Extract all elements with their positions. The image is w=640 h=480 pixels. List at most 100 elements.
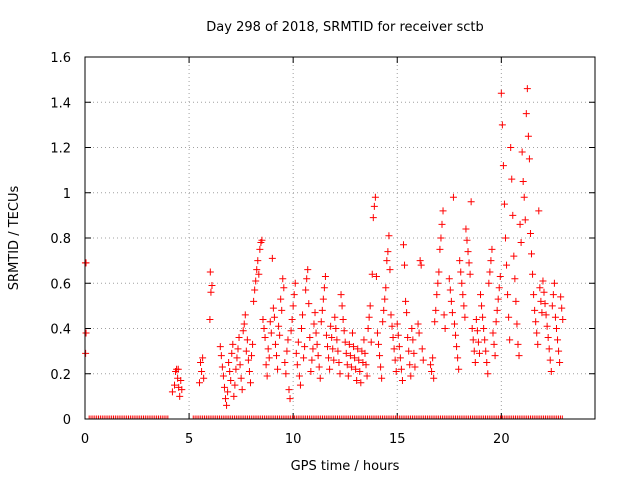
data-point (333, 336, 341, 344)
data-point (286, 395, 294, 403)
data-point (509, 211, 517, 219)
data-point (528, 250, 536, 258)
data-point (226, 367, 234, 375)
data-point (341, 338, 349, 346)
data-point (462, 225, 470, 233)
data-point (432, 306, 440, 314)
data-point (254, 257, 262, 265)
data-point (255, 270, 263, 278)
data-point (320, 284, 328, 292)
data-point (345, 340, 353, 348)
data-point (171, 381, 179, 389)
data-point (464, 248, 472, 256)
data-point (82, 259, 90, 267)
data-point (471, 358, 479, 366)
data-point (288, 315, 296, 323)
data-point (438, 220, 446, 228)
data-point (378, 374, 386, 382)
data-point (234, 345, 242, 353)
plot-frame (84, 56, 596, 420)
data-point (244, 356, 252, 364)
data-point (265, 354, 273, 362)
data-point (520, 193, 528, 201)
data-point (393, 320, 401, 328)
data-point (371, 193, 379, 201)
data-point (516, 220, 524, 228)
data-point (267, 329, 275, 337)
data-point (395, 343, 403, 351)
data-point (224, 388, 232, 396)
data-point (365, 313, 373, 321)
data-point (373, 329, 381, 337)
data-point (245, 367, 253, 375)
data-point (536, 284, 544, 292)
data-point (375, 340, 383, 348)
data-point (208, 282, 216, 290)
data-point (199, 354, 207, 362)
data-point (555, 347, 563, 355)
data-point (492, 318, 500, 326)
y-tick-label: 1.6 (50, 51, 71, 66)
data-point (232, 365, 240, 373)
data-point (259, 315, 267, 323)
data-point (472, 315, 480, 323)
data-point (479, 313, 487, 321)
data-point (176, 392, 184, 400)
data-point (392, 367, 400, 375)
data-point (246, 379, 254, 387)
data-point (431, 318, 439, 326)
data-point (233, 354, 241, 362)
x-axis-label: GPS time / hours (291, 459, 400, 474)
data-point (352, 365, 360, 373)
data-point (416, 257, 424, 265)
data-point (362, 361, 370, 369)
data-point (529, 270, 537, 278)
data-point (200, 374, 208, 382)
data-point (344, 372, 352, 380)
data-point (512, 297, 520, 305)
data-point (249, 340, 257, 348)
data-point (485, 279, 493, 287)
data-point (434, 279, 442, 287)
data-point (268, 254, 276, 262)
data-point (511, 275, 519, 283)
data-point (220, 383, 228, 391)
data-point (299, 311, 307, 319)
data-point (206, 268, 214, 276)
x-tick-label: 0 (81, 432, 89, 447)
data-point (351, 354, 359, 362)
data-point (284, 336, 292, 344)
data-point (313, 340, 321, 348)
y-tick-label: 0.8 (50, 232, 71, 247)
data-point (494, 295, 502, 303)
data-point (402, 297, 410, 305)
data-point (168, 388, 176, 396)
data-point (430, 374, 438, 382)
data-point (307, 367, 315, 375)
data-point (243, 336, 251, 344)
data-point (355, 356, 363, 364)
data-point (549, 291, 557, 299)
data-point (538, 309, 546, 317)
data-point (251, 286, 259, 294)
data-point (455, 365, 463, 373)
data-point (316, 374, 324, 382)
data-point (539, 277, 547, 285)
data-point (389, 334, 397, 342)
data-point (368, 270, 376, 278)
data-point (306, 334, 314, 342)
data-point (337, 291, 345, 299)
data-point (340, 327, 348, 335)
data-point (534, 340, 542, 348)
data-point (242, 347, 250, 355)
y-tick-label: 1.2 (50, 142, 71, 157)
data-point (540, 288, 548, 296)
data-point (315, 363, 323, 371)
data-point (387, 311, 395, 319)
data-point (557, 293, 565, 301)
data-point (321, 272, 329, 280)
data-point (301, 343, 309, 351)
data-point (514, 340, 522, 348)
data-point (475, 349, 483, 357)
data-point (283, 347, 291, 355)
